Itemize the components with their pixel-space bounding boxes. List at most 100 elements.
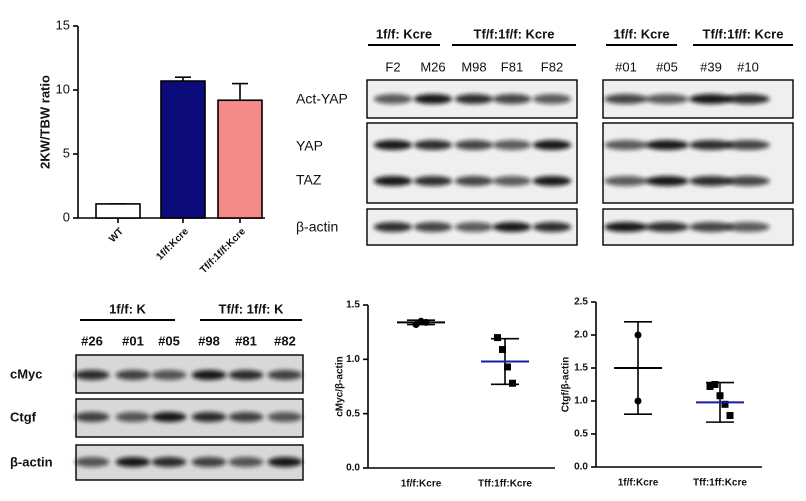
y-tick-label: 0.0 [346, 463, 360, 474]
lane-label: #26 [81, 333, 103, 348]
point [494, 334, 501, 342]
band [115, 457, 151, 467]
y-tick-label: 1.5 [346, 300, 360, 311]
row-label: β-actin [10, 454, 53, 469]
x-tick-label: 1f/f:Kcre [401, 479, 442, 490]
y-tick-label: 2.5 [574, 297, 588, 308]
row-label: β-actin [296, 219, 338, 235]
row-label: YAP [296, 138, 323, 154]
y-tick-label: 2.0 [574, 330, 588, 341]
band [413, 176, 453, 186]
y-tick-label: 5 [63, 145, 70, 160]
x-tick-label: 1f/f:Kcre [155, 226, 192, 263]
lane-label: F82 [541, 59, 563, 74]
band [492, 140, 532, 150]
x-tick-label: Tf/f:1f/f:Kcre [198, 226, 248, 276]
band [454, 140, 494, 150]
band [267, 412, 303, 422]
group-label: Tf/f:1f/f: Kcre [474, 26, 555, 41]
row-label: cMyc [10, 366, 43, 381]
band [726, 140, 770, 150]
bar [95, 203, 141, 219]
band [532, 176, 572, 186]
band [191, 370, 227, 380]
band [267, 457, 303, 467]
blot-box [366, 122, 578, 204]
band [74, 370, 110, 380]
group-label: Tf/f:1f/f: Kcre [703, 26, 784, 41]
y-tick-label: 1.0 [574, 396, 588, 407]
lane-label: #81 [235, 333, 257, 348]
band [604, 222, 648, 232]
group-label: 1f/f: K [109, 301, 146, 316]
band [492, 176, 532, 186]
band [645, 222, 689, 232]
point [499, 346, 506, 354]
x-tick-label: 1f/f:Kcre [618, 478, 659, 489]
band [726, 222, 770, 232]
bar [160, 80, 206, 219]
band [151, 370, 187, 380]
point [509, 379, 516, 387]
band [191, 457, 227, 467]
y-tick-label: 0.5 [346, 408, 360, 419]
row-label: Act-YAP [296, 91, 348, 107]
band [413, 94, 453, 104]
y-tick-label: 0 [63, 209, 70, 224]
lane-label: #05 [656, 59, 678, 74]
x-tick-label: Tff:1ff:Kcre [693, 478, 747, 489]
y-tick-label: 1.5 [574, 363, 588, 374]
group-label: 1f/f: Kcre [376, 26, 432, 41]
band [191, 412, 227, 422]
group-label: 1f/f: Kcre [613, 26, 669, 41]
lane-label: #10 [737, 59, 759, 74]
band [532, 140, 572, 150]
y-axis-label: 2KW/TBW ratio [37, 75, 52, 169]
band [689, 222, 733, 232]
band [689, 176, 733, 186]
blot-box [75, 444, 304, 481]
lane-label: #82 [274, 333, 296, 348]
band [726, 176, 770, 186]
band [151, 412, 187, 422]
y-tick-label: 1.0 [346, 354, 360, 365]
y-tick-label: 15 [56, 17, 70, 32]
band [604, 176, 648, 186]
band [373, 94, 413, 104]
y-tick-label: 0.0 [574, 462, 588, 473]
band [115, 370, 151, 380]
band [454, 176, 494, 186]
band [454, 94, 494, 104]
x-tick-label: WT [107, 226, 126, 245]
lane-label: #39 [700, 59, 722, 74]
lane-label: M26 [420, 59, 445, 74]
band [373, 222, 413, 232]
point [706, 382, 714, 390]
y-axis-label: cMyc/β-actin [335, 356, 346, 417]
band [604, 140, 648, 150]
band [492, 94, 532, 104]
x-tick-label: Tff:1ff:Kcre [478, 479, 532, 490]
band [373, 176, 413, 186]
lane-label: #01 [122, 333, 144, 348]
band [454, 222, 494, 232]
band [373, 140, 413, 150]
blot-box [602, 122, 794, 204]
y-tick-label: 0.5 [574, 429, 588, 440]
band [689, 140, 733, 150]
y-axis-label: Ctgf/β-actin [561, 357, 572, 413]
band [532, 222, 572, 232]
bar [217, 99, 263, 219]
band [726, 94, 770, 104]
band [267, 370, 303, 380]
point [721, 400, 729, 408]
lane-label: #05 [158, 333, 180, 348]
band [151, 457, 187, 467]
row-label: TAZ [296, 172, 322, 188]
lane-label: M98 [461, 59, 486, 74]
lane-label: F2 [385, 59, 400, 74]
band [689, 94, 733, 104]
lane-label: #98 [198, 333, 220, 348]
band [115, 412, 151, 422]
